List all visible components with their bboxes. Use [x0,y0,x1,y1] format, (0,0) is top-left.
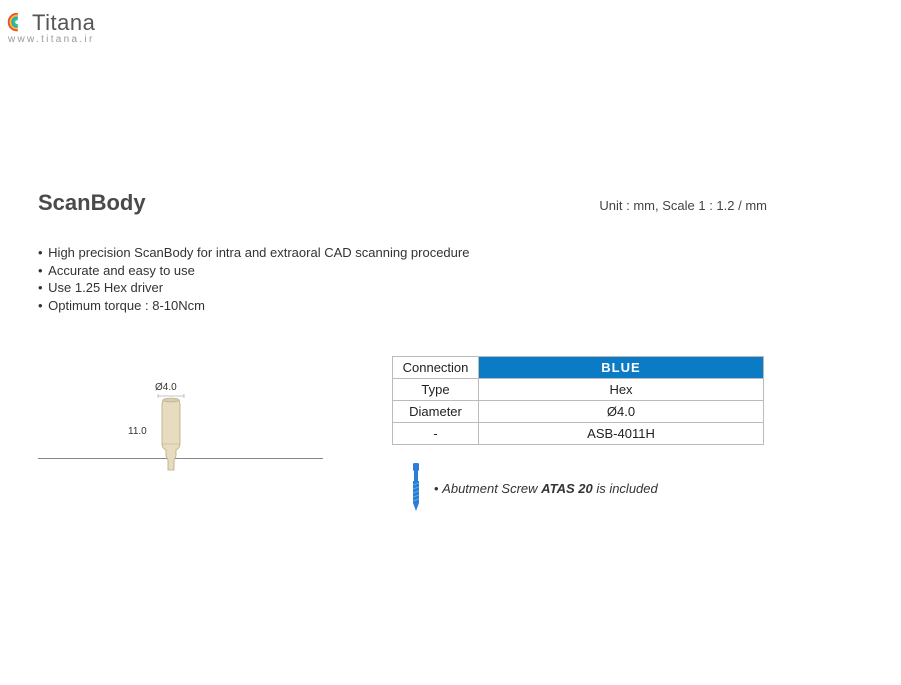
note-bold: ATAS 20 [541,481,593,496]
table-label: - [393,423,479,445]
table-row: Diameter Ø4.0 [393,401,764,423]
table-label: Type [393,379,479,401]
dimension-height: 11.0 [128,426,147,437]
logo-brand-text: Titana [32,10,95,36]
feature-bullets: High precision ScanBody for intra and ex… [38,244,861,314]
bullet-item: High precision ScanBody for intra and ex… [38,244,861,262]
note-prefix: Abutment Screw [442,481,541,496]
content-area: ScanBody Unit : mm, Scale 1 : 1.2 / mm H… [38,190,861,513]
table-row: Connection BLUE [393,357,764,379]
table-label: Diameter [393,401,479,423]
diagram-area: Ø4.0 11.0 [38,356,358,476]
included-note-row: Abutment Screw ATAS 20 is included [410,463,764,513]
logo-swirl-icon [6,12,28,34]
logo-url-text: www.titana.ir [8,34,95,45]
lower-columns: Ø4.0 11.0 Connection BLUE Type He [38,356,861,513]
bullet-item: Use 1.25 Hex driver [38,279,861,297]
logo-block: Titana www.titana.ir [6,10,95,45]
spec-table-area: Connection BLUE Type Hex Diameter Ø4.0 -… [392,356,764,513]
bullet-item: Accurate and easy to use [38,262,861,280]
table-value: Ø4.0 [479,401,764,423]
table-row: - ASB-4011H [393,423,764,445]
table-value: Hex [479,379,764,401]
dimension-diameter: Ø4.0 [155,382,177,393]
table-row: Type Hex [393,379,764,401]
logo-main: Titana [6,10,95,36]
table-label: Connection [393,357,479,379]
note-suffix: is included [593,481,658,496]
spec-table: Connection BLUE Type Hex Diameter Ø4.0 -… [392,356,764,445]
scanbody-illustration-icon [156,394,186,472]
included-note-text: Abutment Screw ATAS 20 is included [434,481,658,496]
abutment-screw-icon [410,463,422,513]
header-row: ScanBody Unit : mm, Scale 1 : 1.2 / mm [38,190,861,216]
table-value: ASB-4011H [479,423,764,445]
bullet-item: Optimum torque : 8-10Ncm [38,297,861,315]
page-title: ScanBody [38,190,146,216]
unit-note: Unit : mm, Scale 1 : 1.2 / mm [599,198,767,213]
table-value-connection: BLUE [479,357,764,379]
